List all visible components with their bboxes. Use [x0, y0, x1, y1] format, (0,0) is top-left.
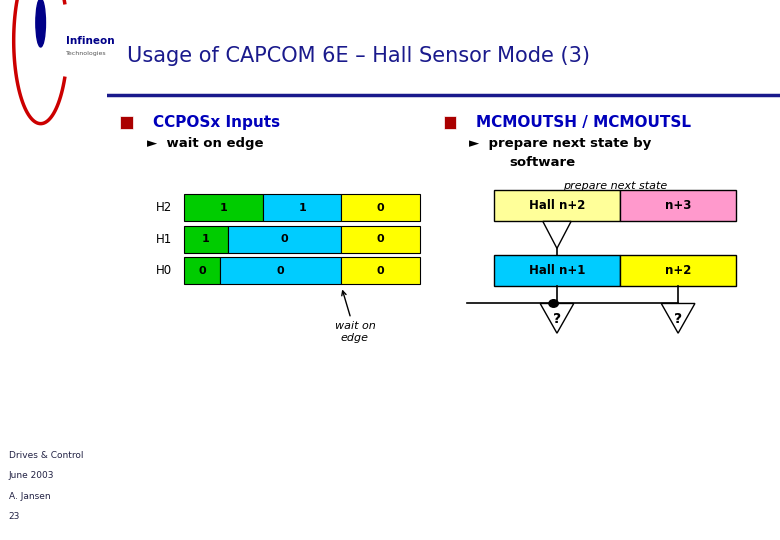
- Polygon shape: [540, 303, 574, 333]
- Text: 0: 0: [377, 234, 385, 244]
- Text: MCMOUTSH / MCMOUTSL: MCMOUTSH / MCMOUTSL: [476, 115, 691, 130]
- Polygon shape: [661, 303, 695, 333]
- Text: 0: 0: [277, 266, 285, 275]
- Text: Drives & Control: Drives & Control: [9, 451, 83, 460]
- Bar: [494, 190, 620, 221]
- Text: H2: H2: [156, 201, 172, 214]
- Bar: [120, 117, 133, 129]
- Bar: [620, 190, 736, 221]
- Bar: [620, 255, 736, 286]
- Bar: [342, 194, 420, 221]
- Text: Never stop thinking: Never stop thinking: [41, 132, 70, 473]
- Bar: [342, 226, 420, 253]
- Text: Infineon: Infineon: [66, 36, 115, 45]
- Text: Hall n+2: Hall n+2: [529, 199, 585, 212]
- Text: ?: ?: [553, 312, 561, 326]
- Text: Usage of CAPCOM 6E – Hall Sensor Mode (3): Usage of CAPCOM 6E – Hall Sensor Mode (3…: [127, 46, 590, 66]
- Text: ►  prepare next state by: ► prepare next state by: [469, 137, 651, 150]
- Bar: [263, 194, 342, 221]
- Text: ►  wait on edge: ► wait on edge: [147, 137, 264, 150]
- Text: 0: 0: [377, 266, 385, 275]
- Text: 1: 1: [220, 203, 228, 213]
- Text: n+3: n+3: [665, 199, 691, 212]
- Polygon shape: [543, 221, 571, 248]
- Text: 0: 0: [198, 266, 206, 275]
- Text: Hall n+1: Hall n+1: [529, 264, 585, 277]
- Bar: [220, 257, 342, 284]
- Text: H0: H0: [156, 264, 172, 277]
- Bar: [184, 257, 220, 284]
- Text: H1: H1: [156, 233, 172, 246]
- Text: A. Jansen: A. Jansen: [9, 492, 50, 501]
- Circle shape: [36, 0, 45, 47]
- Text: 0: 0: [377, 203, 385, 213]
- Text: software: software: [509, 156, 576, 168]
- Text: n+2: n+2: [665, 264, 691, 277]
- Text: June 2003: June 2003: [9, 471, 54, 481]
- Text: CCPOSx Inputs: CCPOSx Inputs: [153, 115, 280, 130]
- Bar: [228, 226, 342, 253]
- Text: Technologies: Technologies: [66, 51, 107, 57]
- Bar: [184, 226, 228, 253]
- Text: 1: 1: [298, 203, 306, 213]
- Text: ?: ?: [674, 312, 682, 326]
- Bar: [184, 194, 263, 221]
- Text: 1: 1: [202, 234, 210, 244]
- Text: 23: 23: [9, 512, 20, 522]
- Bar: [444, 117, 456, 129]
- Text: wait on
edge: wait on edge: [335, 291, 375, 343]
- Circle shape: [549, 300, 558, 307]
- Text: prepare next state: prepare next state: [563, 181, 667, 191]
- Bar: [342, 257, 420, 284]
- Text: 0: 0: [281, 234, 289, 244]
- Bar: [494, 255, 620, 286]
